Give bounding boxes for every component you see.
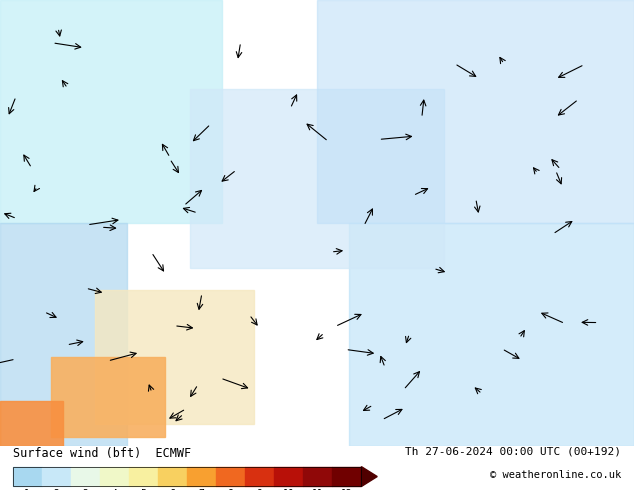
Text: 8: 8: [228, 489, 233, 490]
Text: Th 27-06-2024 00:00 UTC (00+192): Th 27-06-2024 00:00 UTC (00+192): [405, 447, 621, 457]
Text: 9: 9: [257, 489, 262, 490]
Bar: [245, 466, 275, 487]
Bar: [42, 466, 71, 487]
Text: 11: 11: [312, 489, 324, 490]
Text: 3: 3: [82, 489, 88, 490]
Bar: [349, 223, 634, 446]
Bar: [216, 466, 245, 487]
Bar: [51, 357, 165, 437]
Bar: [13, 466, 42, 487]
Bar: [95, 290, 254, 423]
Bar: [190, 89, 444, 268]
Text: 10: 10: [283, 489, 295, 490]
Bar: [158, 466, 187, 487]
Text: 4: 4: [112, 489, 117, 490]
Bar: [303, 466, 332, 487]
Bar: [332, 466, 361, 487]
Bar: [0, 223, 127, 446]
Text: 12: 12: [341, 489, 353, 490]
Bar: [100, 466, 129, 487]
Text: Surface wind (bft)  ECMWF: Surface wind (bft) ECMWF: [13, 447, 191, 460]
Bar: [317, 0, 634, 223]
Text: 6: 6: [169, 489, 176, 490]
Bar: [0, 0, 222, 223]
Text: 7: 7: [198, 489, 205, 490]
Polygon shape: [361, 466, 377, 487]
Bar: [275, 466, 303, 487]
Text: 5: 5: [141, 489, 146, 490]
Bar: [187, 466, 216, 487]
Bar: [0, 401, 63, 446]
Bar: [13, 466, 361, 487]
Bar: [129, 466, 158, 487]
Bar: [71, 466, 100, 487]
Text: 1: 1: [24, 489, 30, 490]
Text: © weatheronline.co.uk: © weatheronline.co.uk: [490, 470, 621, 480]
Text: 2: 2: [53, 489, 59, 490]
